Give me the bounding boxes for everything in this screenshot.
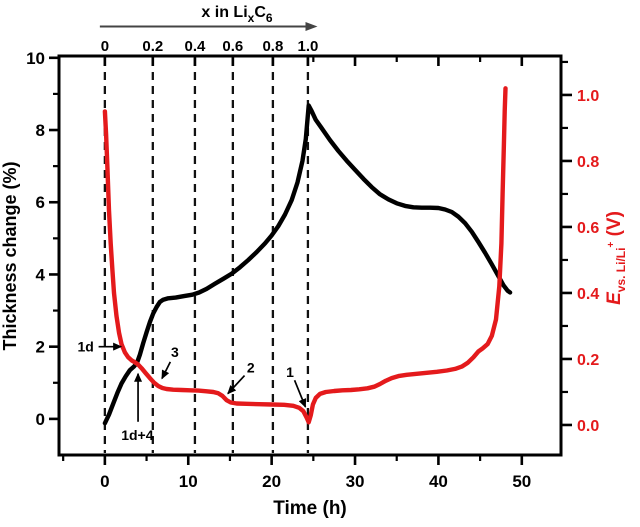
y-left-tick-label: 6 bbox=[36, 193, 45, 212]
annotation-arrow bbox=[293, 379, 307, 408]
x-axis-tick-label: 0 bbox=[100, 472, 109, 491]
y-right-tick-label: 0.8 bbox=[577, 154, 599, 171]
y-left-title: Thickness change (%) bbox=[0, 161, 20, 350]
annotation-label: 1 bbox=[286, 364, 294, 380]
y-left-tick-label: 2 bbox=[36, 338, 45, 357]
x-axis-tick-label: 20 bbox=[262, 472, 281, 491]
top-axis-tick-label: 1.0 bbox=[297, 38, 318, 55]
annotation-label: 3 bbox=[171, 344, 179, 360]
y-left-tick-label: 4 bbox=[36, 265, 46, 284]
thickness-curve bbox=[102, 103, 513, 426]
top-axis-title: x in LixC6 bbox=[201, 4, 272, 25]
annotation-label: 1d+4 bbox=[121, 427, 154, 443]
reference-lines bbox=[103, 58, 310, 453]
y-right-tick-label: 0.6 bbox=[577, 220, 599, 237]
annotation-arrow bbox=[227, 374, 246, 395]
x-axis-tick-label: 50 bbox=[512, 472, 531, 491]
top-axis-tick-label: 0.4 bbox=[184, 38, 206, 55]
x-axis-top: 0 0.2 0.4 0.6 0.8 1.0 x in LixC6 bbox=[99, 4, 524, 66]
top-axis-tick-label: 0 bbox=[101, 38, 109, 55]
x-axis-tick-label: 30 bbox=[346, 472, 365, 491]
annotation-arrow bbox=[161, 361, 172, 380]
x-axis-tick-label: 10 bbox=[179, 472, 198, 491]
top-axis-tick-label: 0.8 bbox=[262, 38, 283, 55]
y-left-tick-label: 0 bbox=[36, 410, 45, 429]
y-right-tick-label: 0.0 bbox=[577, 418, 599, 435]
y-right-title: Evs. Li/Li+ (V) bbox=[604, 211, 628, 305]
y-left-tick-label: 8 bbox=[36, 121, 45, 140]
x-axis-tick-label: 40 bbox=[429, 472, 448, 491]
annotations: 1d 1d+4 3 2 1 bbox=[78, 339, 307, 443]
annotation-label: 1d bbox=[78, 339, 94, 355]
y-axis-left: 0 2 4 6 8 10 Thickness change (%) bbox=[0, 49, 58, 429]
top-axis-arrowhead bbox=[305, 22, 318, 31]
x-axis-title: Time (h) bbox=[273, 498, 347, 519]
plot-frame bbox=[57, 54, 563, 457]
top-axis-tick-label: 0.6 bbox=[222, 38, 243, 55]
y-left-tick-label: 10 bbox=[26, 49, 45, 68]
y-axis-right: 0.0 0.2 0.4 0.6 0.8 1.0 Evs. Li/Li+ (V) bbox=[562, 60, 628, 435]
y-right-tick-label: 1.0 bbox=[577, 88, 599, 105]
annotation-label: 2 bbox=[247, 360, 255, 376]
top-axis-tick-label: 0.2 bbox=[142, 38, 163, 55]
x-axis-bottom: 0 10 20 30 40 50 Time (h) bbox=[62, 456, 531, 519]
y-right-tick-label: 0.2 bbox=[577, 352, 599, 369]
y-right-tick-label: 0.4 bbox=[577, 286, 599, 303]
